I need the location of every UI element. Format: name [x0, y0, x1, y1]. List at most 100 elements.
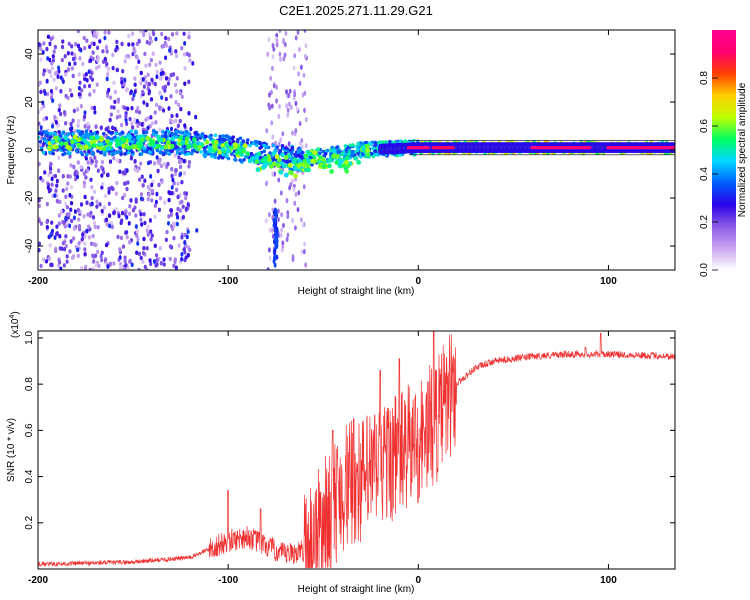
spectrogram-cell	[104, 261, 108, 266]
colorbar-gradient	[712, 30, 736, 270]
spectrogram-cell	[191, 61, 195, 66]
spectrogram-cell	[46, 185, 50, 190]
spectrogram-cell	[68, 223, 72, 229]
spectrogram-cell	[66, 51, 70, 56]
spectrogram-cell	[117, 213, 121, 219]
spectrogram-cell	[286, 213, 290, 219]
spectrogram-cell	[76, 160, 80, 165]
spectrogram-cell	[62, 263, 66, 268]
spectrogram-cell	[179, 130, 184, 134]
spectrogram-cell	[41, 50, 45, 55]
spectrogram-cell	[153, 214, 157, 220]
spectrogram-cell	[177, 243, 181, 248]
spectrogram-cell	[156, 168, 160, 174]
spectrogram-cell	[268, 255, 272, 261]
spectrogram-cell	[270, 227, 274, 233]
spectrogram-cell	[79, 150, 83, 155]
spectrogram-cell	[155, 191, 159, 197]
spectrogram-cell	[266, 266, 270, 270]
spectrogram-cell	[112, 105, 116, 110]
spectrogram-cell	[100, 173, 104, 178]
spectrogram-cell	[283, 172, 289, 178]
spectrogram-cell	[70, 51, 74, 56]
spectrogram-cell	[275, 38, 279, 44]
spectrogram-cell	[371, 154, 376, 159]
snr-y-tick-label: 0.2	[24, 515, 35, 529]
spectrogram-cell	[269, 75, 273, 81]
snr-y-ticks: 0.2 0.4 0.6 0.8 1.0	[24, 331, 675, 530]
spectrogram-cell	[90, 152, 95, 156]
spectrogram-cell	[147, 192, 151, 197]
spectrogram-cell	[147, 32, 151, 37]
spectrogram-cell	[70, 255, 75, 261]
spectrogram-cell	[105, 93, 110, 99]
spectrogram-cell	[136, 241, 140, 246]
spectrogram-cell	[287, 141, 291, 147]
spectrogram-cell	[220, 146, 226, 152]
spectrogram-cell	[87, 149, 91, 154]
spectrogram-cell	[286, 210, 290, 216]
spectrogram-cell	[118, 247, 122, 252]
spectrogram-cell	[296, 150, 301, 154]
spectrogram-cell	[59, 111, 63, 117]
spectrogram-cell	[134, 213, 138, 218]
spectrogram-cell	[66, 174, 70, 179]
spectrogram-cell	[302, 249, 306, 255]
spectrogram-cell	[127, 134, 133, 140]
spectrogram-cell	[356, 148, 360, 152]
spectrogram-cell	[155, 69, 159, 75]
spectrogram-cell	[192, 137, 197, 143]
spectrogram-cell	[83, 144, 89, 150]
spectrogram-cell	[160, 31, 164, 37]
spectrogram-cell	[85, 228, 89, 234]
spectrogram-cell	[75, 170, 79, 176]
spectrogram-cell	[195, 132, 200, 137]
spectrogram-cell	[113, 150, 117, 155]
spectrogram-cell	[299, 64, 303, 70]
spectrogram-cell	[150, 198, 154, 203]
spectrogram-cell	[105, 217, 109, 223]
spectrogram-cell	[277, 177, 281, 183]
spectrogram-cell	[121, 170, 125, 175]
spectrogram-cell	[255, 167, 261, 173]
spectrogram-cell	[259, 145, 264, 149]
spectrogram-cell	[43, 91, 47, 96]
spectrogram-cell	[129, 129, 134, 133]
spectrogram-cell	[331, 148, 337, 154]
spectrogram-cell	[343, 144, 348, 148]
spectrogram-cell	[182, 171, 187, 176]
spectrogram-cell	[65, 212, 69, 217]
spectrogram-cell	[136, 123, 140, 129]
spectrogram-cell	[304, 262, 308, 268]
spectrogram-cell	[145, 102, 149, 108]
spectrogram-cell	[158, 157, 162, 162]
spectrogram-cell	[158, 246, 162, 251]
spectrogram-cell	[50, 61, 54, 66]
spectrogram-cell	[277, 217, 280, 223]
snr-x-tick-label: 100	[600, 575, 617, 586]
spectrogram-cell	[241, 139, 246, 143]
spectrogram-cell	[187, 110, 191, 116]
spectrogram-cell	[306, 167, 311, 173]
spectrogram-cell	[38, 135, 41, 140]
spectrogram-cell	[120, 130, 125, 135]
spectrogram-cell	[127, 42, 131, 47]
spectrogram-cell	[103, 30, 107, 35]
spectrogram-cell	[147, 41, 152, 46]
spectrogram-cell	[297, 190, 301, 196]
spectrogram-cell	[140, 122, 144, 127]
spectrogram-cell	[73, 61, 77, 66]
spectrogram-cell	[164, 237, 168, 243]
spectrogram-cell	[218, 134, 222, 139]
spectrogram-x-tick-label: 0	[416, 276, 422, 287]
spectrogram-cell	[329, 169, 335, 174]
spectrogram-cell	[38, 82, 41, 87]
spectrogram-cell	[85, 200, 89, 205]
spectrogram-cell	[80, 88, 84, 93]
spectrogram-cell	[82, 114, 87, 119]
spectrogram-cell	[47, 145, 52, 151]
spectrogram-cell	[56, 74, 60, 79]
spectrogram-cell	[280, 143, 285, 148]
snr-y-scale: (x104)	[9, 311, 21, 338]
